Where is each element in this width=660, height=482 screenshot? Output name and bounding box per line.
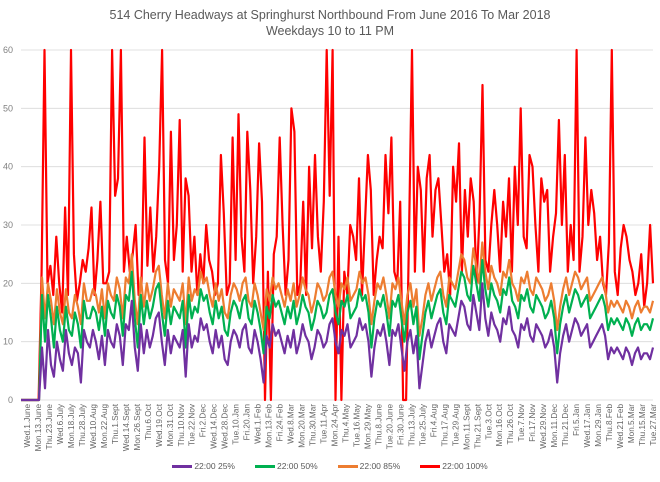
legend-item: 22:00 50% (254, 461, 318, 471)
x-tick-label: Thu.26.Oct (506, 403, 515, 444)
x-tick-label: Tue.7.Nov (517, 403, 526, 441)
x-tick-label: Fri.5.Jan (572, 404, 581, 436)
y-tick-label: 20 (3, 278, 13, 288)
x-tick-label: Thu.30.Mar (309, 404, 318, 446)
x-tick-label: Wed.10.Aug (89, 404, 98, 449)
x-tick-label: Fri.20.Jan (243, 404, 252, 441)
x-tick-label: Fri.24.Feb (276, 404, 285, 442)
x-tick-label: Tue.3.Oct (484, 403, 493, 439)
legend-label: 22:00 25% (194, 461, 235, 471)
x-tick-label: Tue.20.June (385, 404, 394, 450)
x-tick-label: Mon.13.Feb (265, 404, 274, 448)
x-tick-label: Wed.14.Dec (210, 404, 219, 449)
x-tick-label: Wed.14.Sept (122, 403, 131, 451)
y-tick-label: 0 (8, 395, 13, 405)
x-tick-label: Tue.16.May (352, 403, 361, 447)
series-line-22-00-50- (21, 258, 655, 402)
x-tick-label: Wed.28.Dec (221, 404, 230, 449)
x-tick-label: Mon.11.Dec (550, 404, 559, 448)
x-tick-label: Wed.8.Mar (287, 404, 296, 444)
x-tick-label: Mon.29.May (363, 403, 372, 449)
y-tick-label: 50 (3, 103, 13, 113)
x-tick-label: Mon.31.Oct (166, 403, 175, 446)
x-tick-label: Tue.10.Jan (232, 404, 241, 445)
x-tick-label: Thu.28.July (78, 403, 87, 446)
legend-label: 22:00 100% (442, 461, 488, 471)
legend-swatch (254, 464, 275, 468)
x-tick-label: Wed.17.Jan (583, 404, 592, 448)
x-tick-label: Thu.21.Dec (561, 404, 570, 446)
x-tick-label: Wed.21.Feb (616, 404, 625, 449)
x-tick-label: Mon.20.Mar (298, 404, 307, 448)
x-tick-label: Thu.15.Mar (638, 404, 647, 446)
legend-item: 22:00 85% (337, 461, 401, 471)
y-tick-label: 60 (3, 45, 13, 55)
x-tick-label: Fri.17.Nov (528, 403, 537, 442)
x-tick-label: Fri.30.June (396, 404, 405, 445)
y-tick-label: 40 (3, 162, 13, 172)
x-tick-label: Mon.18.July (67, 403, 76, 448)
x-tick-label: Tue.25.July (418, 403, 427, 446)
x-tick-label: Wed.6.July (56, 403, 65, 444)
y-tick-label: 30 (3, 220, 13, 230)
legend-swatch (337, 464, 358, 468)
x-tick-label: Mon.22.Aug (100, 404, 109, 449)
x-tick-label: Wed.19.Oct (155, 403, 164, 447)
series-lines (21, 48, 655, 402)
x-tick-label: Mon.26.Sept (133, 403, 142, 450)
x-tick-label: Mon.29.Jan (594, 404, 603, 447)
x-tick-label: Mon.24.Apr (331, 404, 340, 447)
chart-subtitle: Weekdays 10 to 11 PM (265, 24, 395, 38)
x-tick-label: Tue.29.Aug (451, 404, 460, 446)
x-tick-label: Tue.27.Mar (649, 404, 658, 446)
x-tick-label: Thu.8.June (374, 404, 383, 445)
x-tick-label: Wed.29.Nov (539, 403, 548, 449)
y-tick-label: 10 (3, 337, 13, 347)
x-tick-label: Mon.11.Sept (462, 403, 471, 450)
x-tick-label: Wed.1.June (23, 404, 32, 448)
x-tick-label: Mon.5.Mar (627, 404, 636, 443)
legend-label: 22:00 50% (276, 461, 318, 471)
legend: 22:00 25% 22:00 50% 22:00 85% 22:00 100% (0, 461, 660, 471)
series-line-22-00-85- (21, 241, 655, 402)
x-tick-label: Tue.22.Nov (188, 403, 197, 446)
x-tick-label: Thu.23.June (45, 404, 54, 450)
x-tick-label: Fri.2.Dec (199, 404, 208, 437)
x-tick-label: Thu.1.Sept (111, 403, 120, 444)
chart-title-block: 514 Cherry Headways at Springhurst North… (0, 7, 660, 39)
legend-swatch (172, 464, 193, 468)
chart-title: 514 Cherry Headways at Springhurst North… (109, 8, 551, 22)
x-tick-label: Thu.13.July (407, 403, 416, 446)
x-tick-label: Tue.11.Apr (320, 404, 329, 444)
x-tick-label: Thu.8.Feb (605, 404, 614, 442)
x-tick-label: Thu.6.Oct (144, 403, 153, 440)
legend-swatch (420, 464, 441, 468)
y-axis-ticks: 0 10 20 30 40 50 60 (3, 45, 13, 405)
x-tick-label: Mon.13.June (34, 404, 43, 452)
x-tick-label: Thu.17.Aug (440, 404, 449, 447)
x-tick-label: Thu.21.Sept (473, 403, 482, 448)
series-line-22-00-25- (21, 282, 655, 402)
legend-item: 22:00 25% (172, 461, 235, 471)
legend-label: 22:00 85% (359, 461, 401, 471)
legend-item: 22:00 100% (420, 461, 488, 471)
x-tick-label: Wed.1.Feb (254, 404, 263, 444)
x-tick-label: Fri.4.Aug (429, 404, 438, 438)
x-axis-ticks: Wed.1.June Mon.13.June Thu.23.June Wed.6.Ju… (23, 403, 658, 451)
x-tick-label: Thu.10.Nov (177, 403, 186, 446)
x-tick-label: Mon.16.Oct (495, 403, 504, 446)
x-tick-label: Thu.4.May (341, 403, 350, 443)
